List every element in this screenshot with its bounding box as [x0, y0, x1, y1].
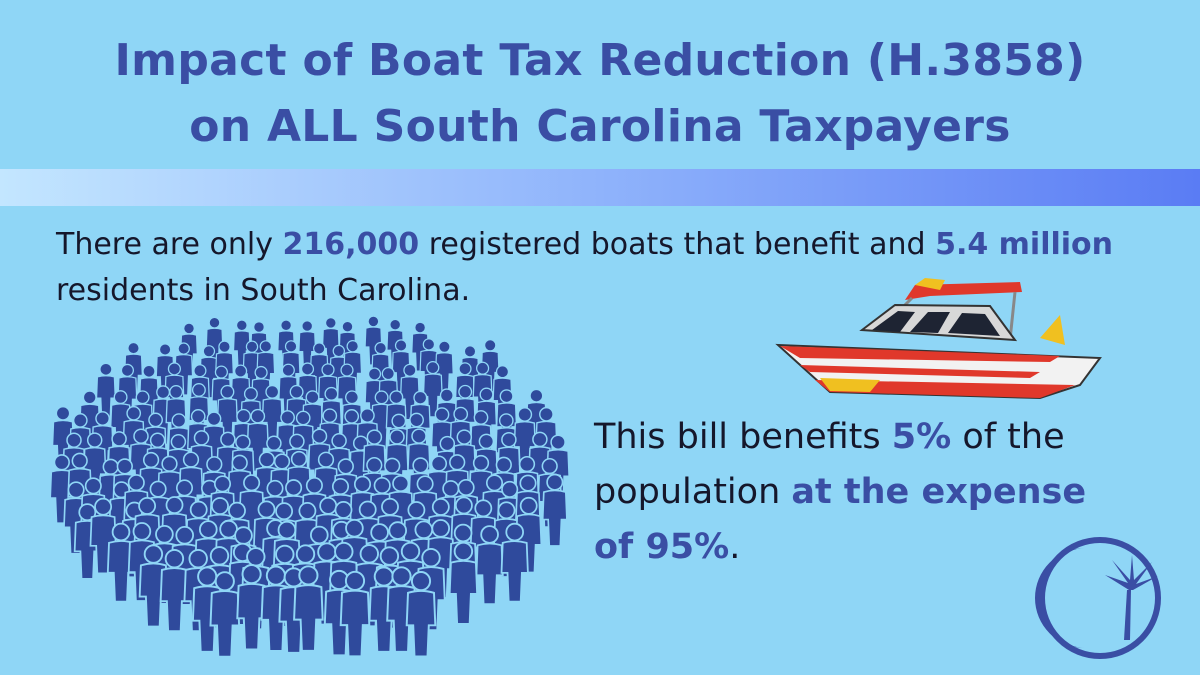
logo-crescent	[1035, 548, 1085, 648]
person	[236, 564, 267, 651]
title: Impact of Boat Tax Reduction (H.3858) on…	[0, 28, 1200, 160]
boat-stripe	[780, 346, 1060, 362]
statement-text: This bill benefits 5% of the population …	[594, 410, 1114, 575]
intro-text: There are only 216,000 registered boats …	[56, 222, 1166, 314]
boat-stripe	[800, 365, 1040, 378]
emphasis-text: at the expense of 95%	[594, 472, 1087, 567]
title-line: Impact of Boat Tax Reduction (H.3858)	[114, 35, 1086, 86]
logo-palm-trunk	[1124, 590, 1131, 640]
crowd	[49, 315, 570, 658]
person	[541, 473, 568, 547]
person	[293, 565, 324, 652]
title-line: on ALL South Carolina Taxpayers	[189, 101, 1011, 152]
emphasis-text: 216,000	[282, 227, 420, 262]
person	[339, 570, 371, 658]
text-segment: .	[729, 527, 741, 567]
boat-strut	[1008, 291, 1017, 341]
boat	[775, 278, 1102, 400]
text-segment: registered boats that benefit and	[419, 227, 936, 262]
text-segment: of the population	[594, 417, 1065, 512]
person	[405, 571, 437, 658]
person	[475, 525, 504, 606]
logo	[1035, 537, 1161, 659]
divider-band	[0, 169, 1200, 206]
emphasis-text: 5.4 million	[935, 227, 1114, 262]
logo-palm-leaves	[1105, 555, 1158, 590]
boat-canopy-trim	[915, 278, 945, 290]
text-segment: This bill benefits	[594, 417, 892, 457]
emphasis-text: 5%	[891, 417, 952, 457]
person	[209, 571, 241, 658]
text-segment: residents in South Carolina.	[56, 273, 471, 308]
person	[106, 522, 136, 603]
person	[138, 544, 169, 628]
person	[500, 522, 529, 603]
boat-fin	[1040, 315, 1065, 345]
boat-stripe-accent	[820, 378, 880, 392]
person	[448, 541, 479, 625]
boat-windows	[872, 311, 1000, 336]
boat-stripe	[815, 380, 1075, 398]
text-segment: There are only	[56, 227, 283, 262]
